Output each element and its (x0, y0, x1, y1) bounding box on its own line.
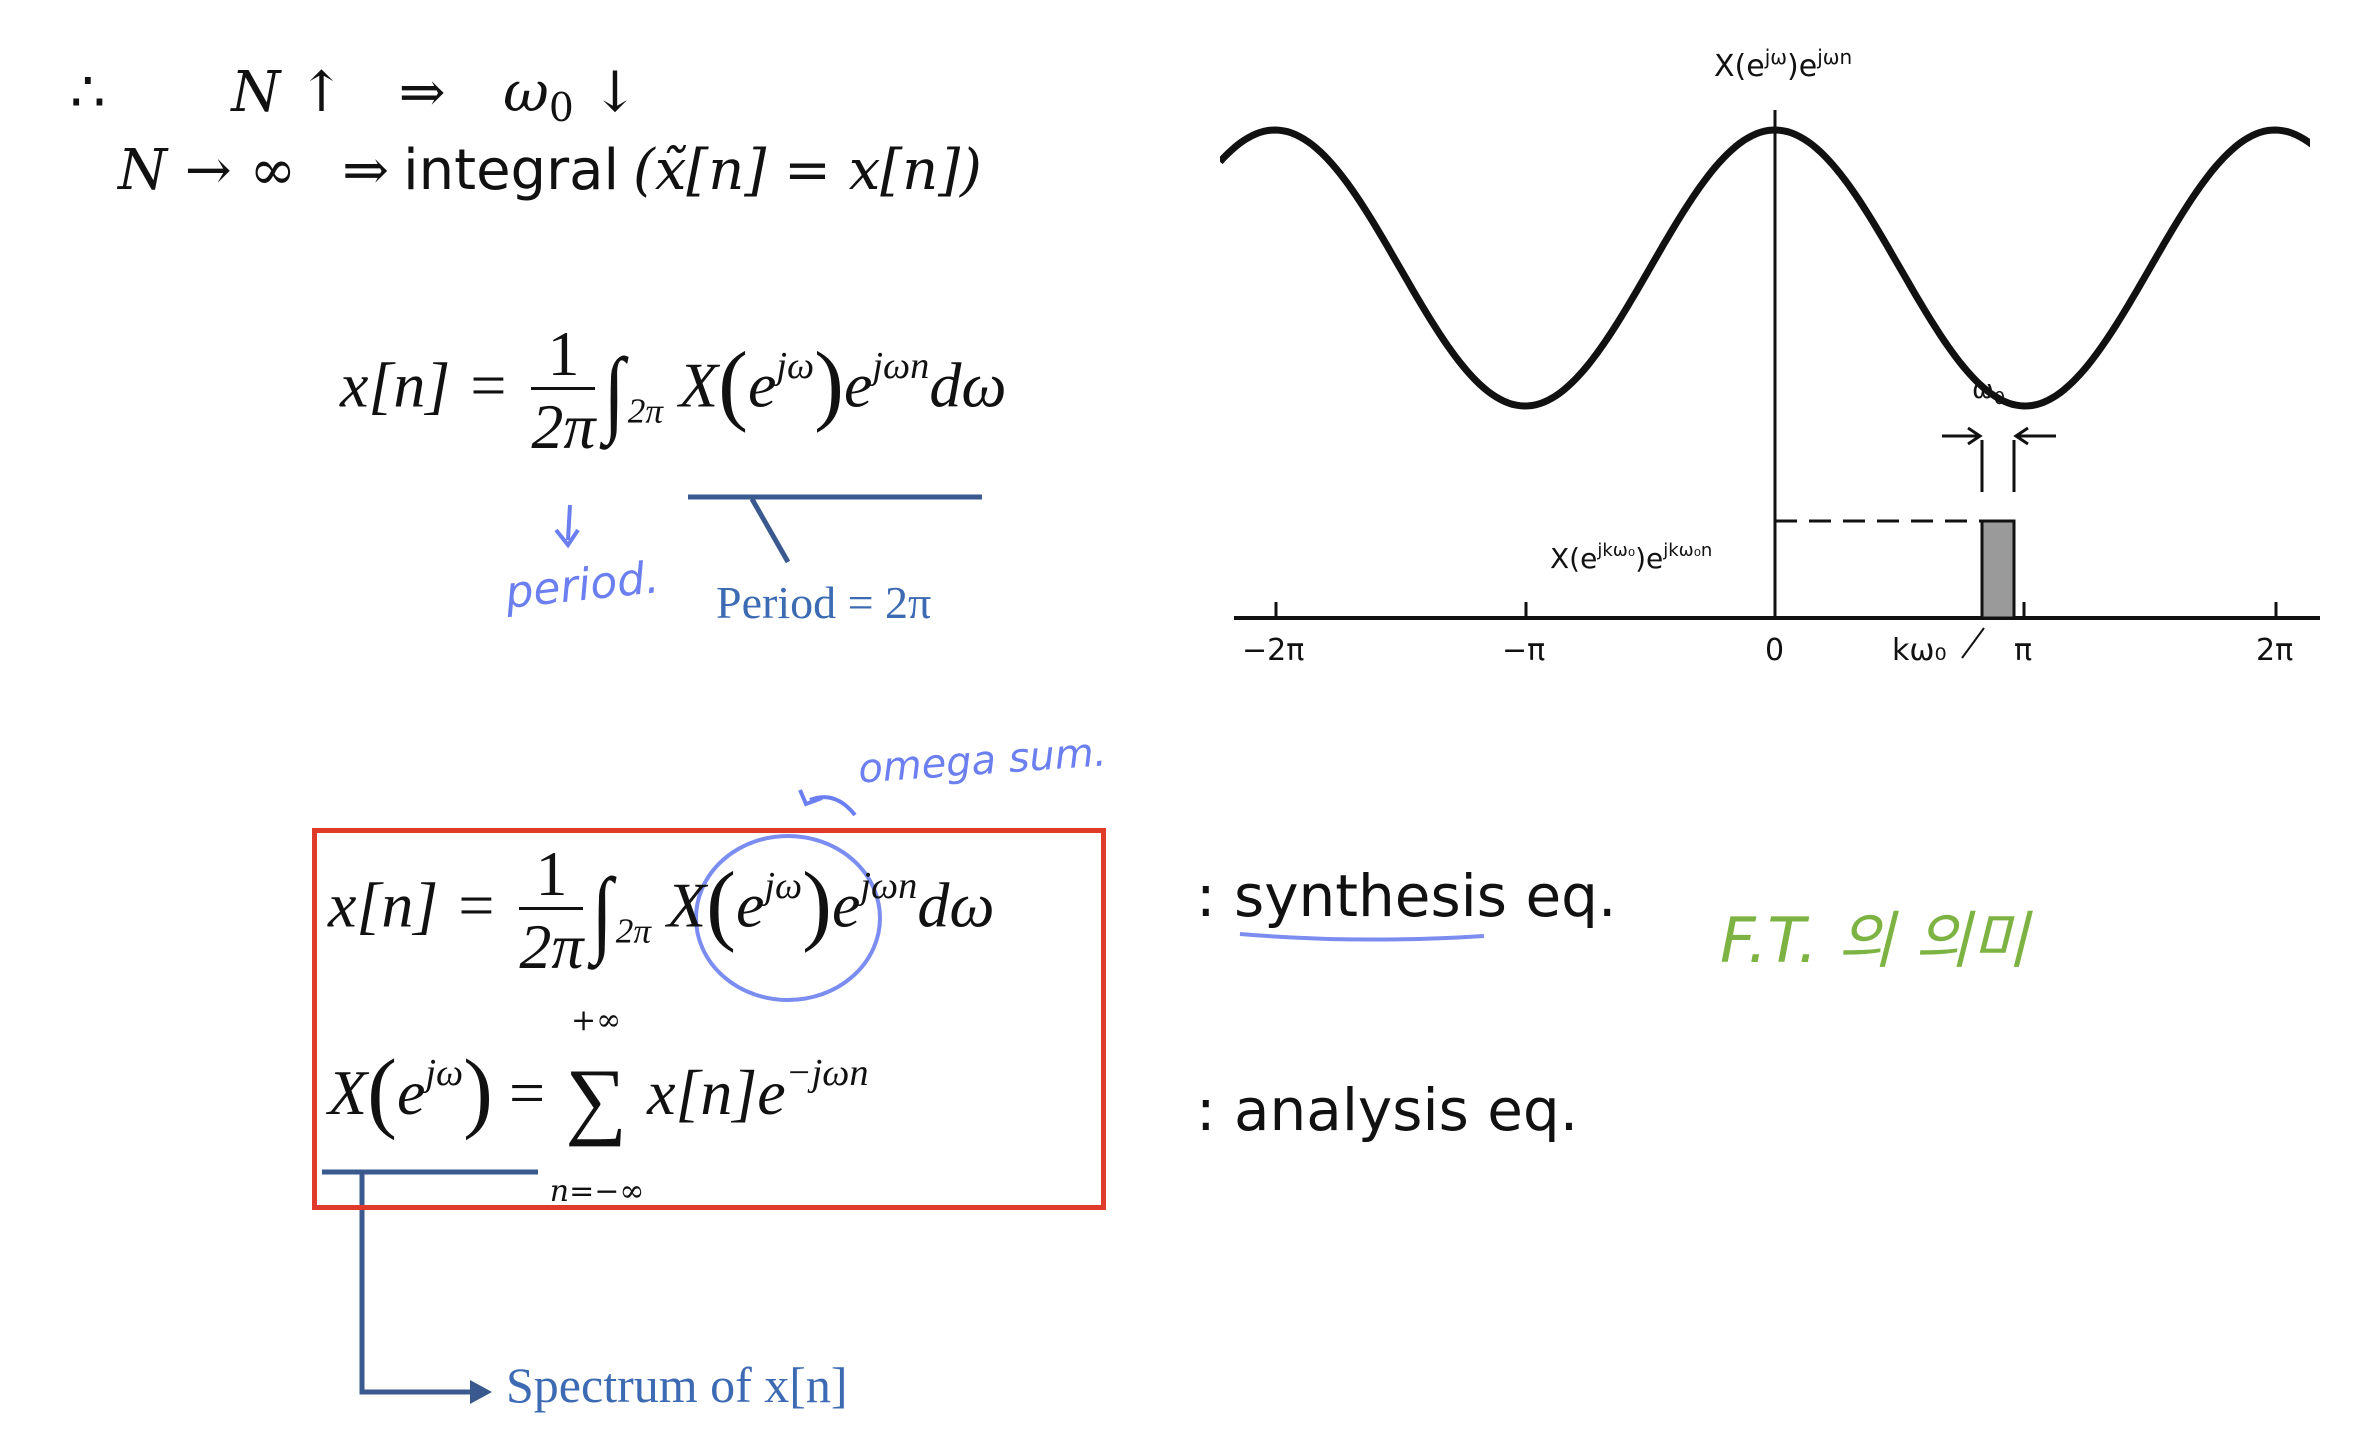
period-note: Period = 2π (716, 577, 932, 628)
w0-arrow-left (1942, 426, 1983, 446)
fraction-numerator: 1 (531, 320, 596, 391)
analysis-label: : analysis eq. (1196, 1076, 1579, 1144)
synth-d: dω (917, 869, 995, 941)
tick-marks (1274, 602, 2278, 620)
synth-integral: ∫ (592, 858, 614, 966)
synth-denominator: 2π (519, 911, 584, 983)
synth-X: X (667, 869, 707, 941)
period-hand-arrow (554, 504, 580, 549)
analysis-e: e (396, 1056, 426, 1128)
spectrum-curve (1220, 126, 2310, 410)
omega-sum-arrow (798, 789, 857, 817)
tilde-equality: (x̃[n] = x[n]) (633, 138, 982, 203)
omega0-label: ω0 (1972, 375, 2005, 409)
n-to-infinity: N → ∞ (118, 138, 297, 203)
analysis-X: X (328, 1056, 368, 1128)
synth-numerator: 1 (519, 840, 584, 911)
spectrum-connector (359, 1174, 478, 1395)
spectrum-note: Spectrum of x[n] (506, 1357, 848, 1413)
integral-word: integral (403, 138, 619, 203)
intro-line-2: N → ∞ ⇒ integral (x̃[n] = x[n]) (118, 138, 982, 203)
spectrum-figure: X(ejω)ejωn ω0 X(ejkω₀)ejkω₀n −2π −π 0 kω… (1220, 45, 2320, 668)
analysis-equals: = (508, 1056, 546, 1128)
tick-label-zero: 0 (1765, 633, 1784, 668)
highlight-circle (694, 834, 882, 1002)
boxed-equations (312, 828, 1106, 1210)
figure-top-label: X(ejω)ejωn (1714, 45, 1852, 84)
n-increase: N ↑ (231, 60, 345, 125)
implies-arrow-2: ⇒ (342, 138, 390, 203)
synthesis-equation: x[n] = 1 2π ∫2π X(ejω)ejωndω (328, 838, 995, 984)
analysis-body: x[n]e (647, 1056, 786, 1128)
sum-sign: ∑ (565, 1051, 627, 1148)
top-underline-pointer (749, 497, 791, 564)
synth-integral-sub: 2π (615, 911, 651, 951)
analysis-exp2: −jωn (785, 1052, 869, 1095)
synth-exp2: jωn (860, 864, 918, 907)
synthesis-underline (1239, 932, 1485, 942)
intro-line-1: ∴ N ↑ ⇒ ω0 ↓ (70, 60, 639, 131)
analysis-equation: X(ejω) = +∞ ∑ n=−∞ x[n]e−jωn (328, 1003, 869, 1210)
integral-sign: ∫ (604, 338, 626, 446)
inverse-dtft-equation: x[n] = 1 2π ∫2π X(ejω)ejωndω (340, 318, 1007, 464)
omega-symbol: ω (503, 60, 549, 125)
fraction-denominator: 2π (531, 391, 596, 463)
sample-strip (1980, 519, 2016, 620)
down-arrow: ↓ (591, 60, 639, 125)
tick-label-pi: π (2014, 633, 2032, 668)
eq-e: e (747, 349, 777, 421)
synth-e: e (735, 869, 765, 941)
eq-X: X (679, 349, 719, 421)
sum-lower: n=−∞ (549, 1174, 645, 1210)
tick-label-negpi: −π (1502, 633, 1545, 668)
kw0-pointer (1961, 627, 1985, 659)
eq-e2: e (843, 349, 873, 421)
eq-domega: dω (929, 349, 1007, 421)
eq-exp-jw: jω (776, 344, 815, 387)
eq-exp-jwn: jωn (872, 344, 930, 387)
fraction: 1 2π (531, 320, 596, 464)
synth-exp1: jω (764, 864, 803, 907)
spectrum-arrow-head (470, 1380, 492, 1404)
eq-lhs: x[n] = (340, 349, 510, 421)
tick-label-kw0: kω₀ (1892, 633, 1947, 668)
ft-meaning-hand-note: F.T. 의 의미 (1720, 904, 2029, 977)
summation: +∞ ∑ n=−∞ (550, 1003, 645, 1209)
tick-label-neg2pi: −2π (1242, 633, 1304, 668)
synth-e2: e (831, 869, 861, 941)
curve-sample-label: X(ejkω₀)ejkω₀n (1550, 540, 1712, 575)
tick-label-2pi: 2π (2256, 633, 2293, 668)
integral-subscript: 2π (627, 391, 663, 431)
omega-subscript: 0 (548, 85, 574, 131)
implies-arrow-1: ⇒ (398, 60, 446, 125)
synthesis-label: : synthesis eq. (1196, 862, 1617, 930)
synth-fraction: 1 2π (519, 840, 584, 984)
w0-arrow-right (2013, 426, 2056, 446)
therefore-symbol: ∴ (70, 60, 106, 125)
analysis-exp1: jω (425, 1052, 464, 1095)
tick-labels: −2π −π 0 kω₀ π 2π (1242, 633, 2293, 668)
sum-upper: +∞ (570, 1003, 622, 1039)
synth-lhs: x[n] = (328, 869, 498, 941)
